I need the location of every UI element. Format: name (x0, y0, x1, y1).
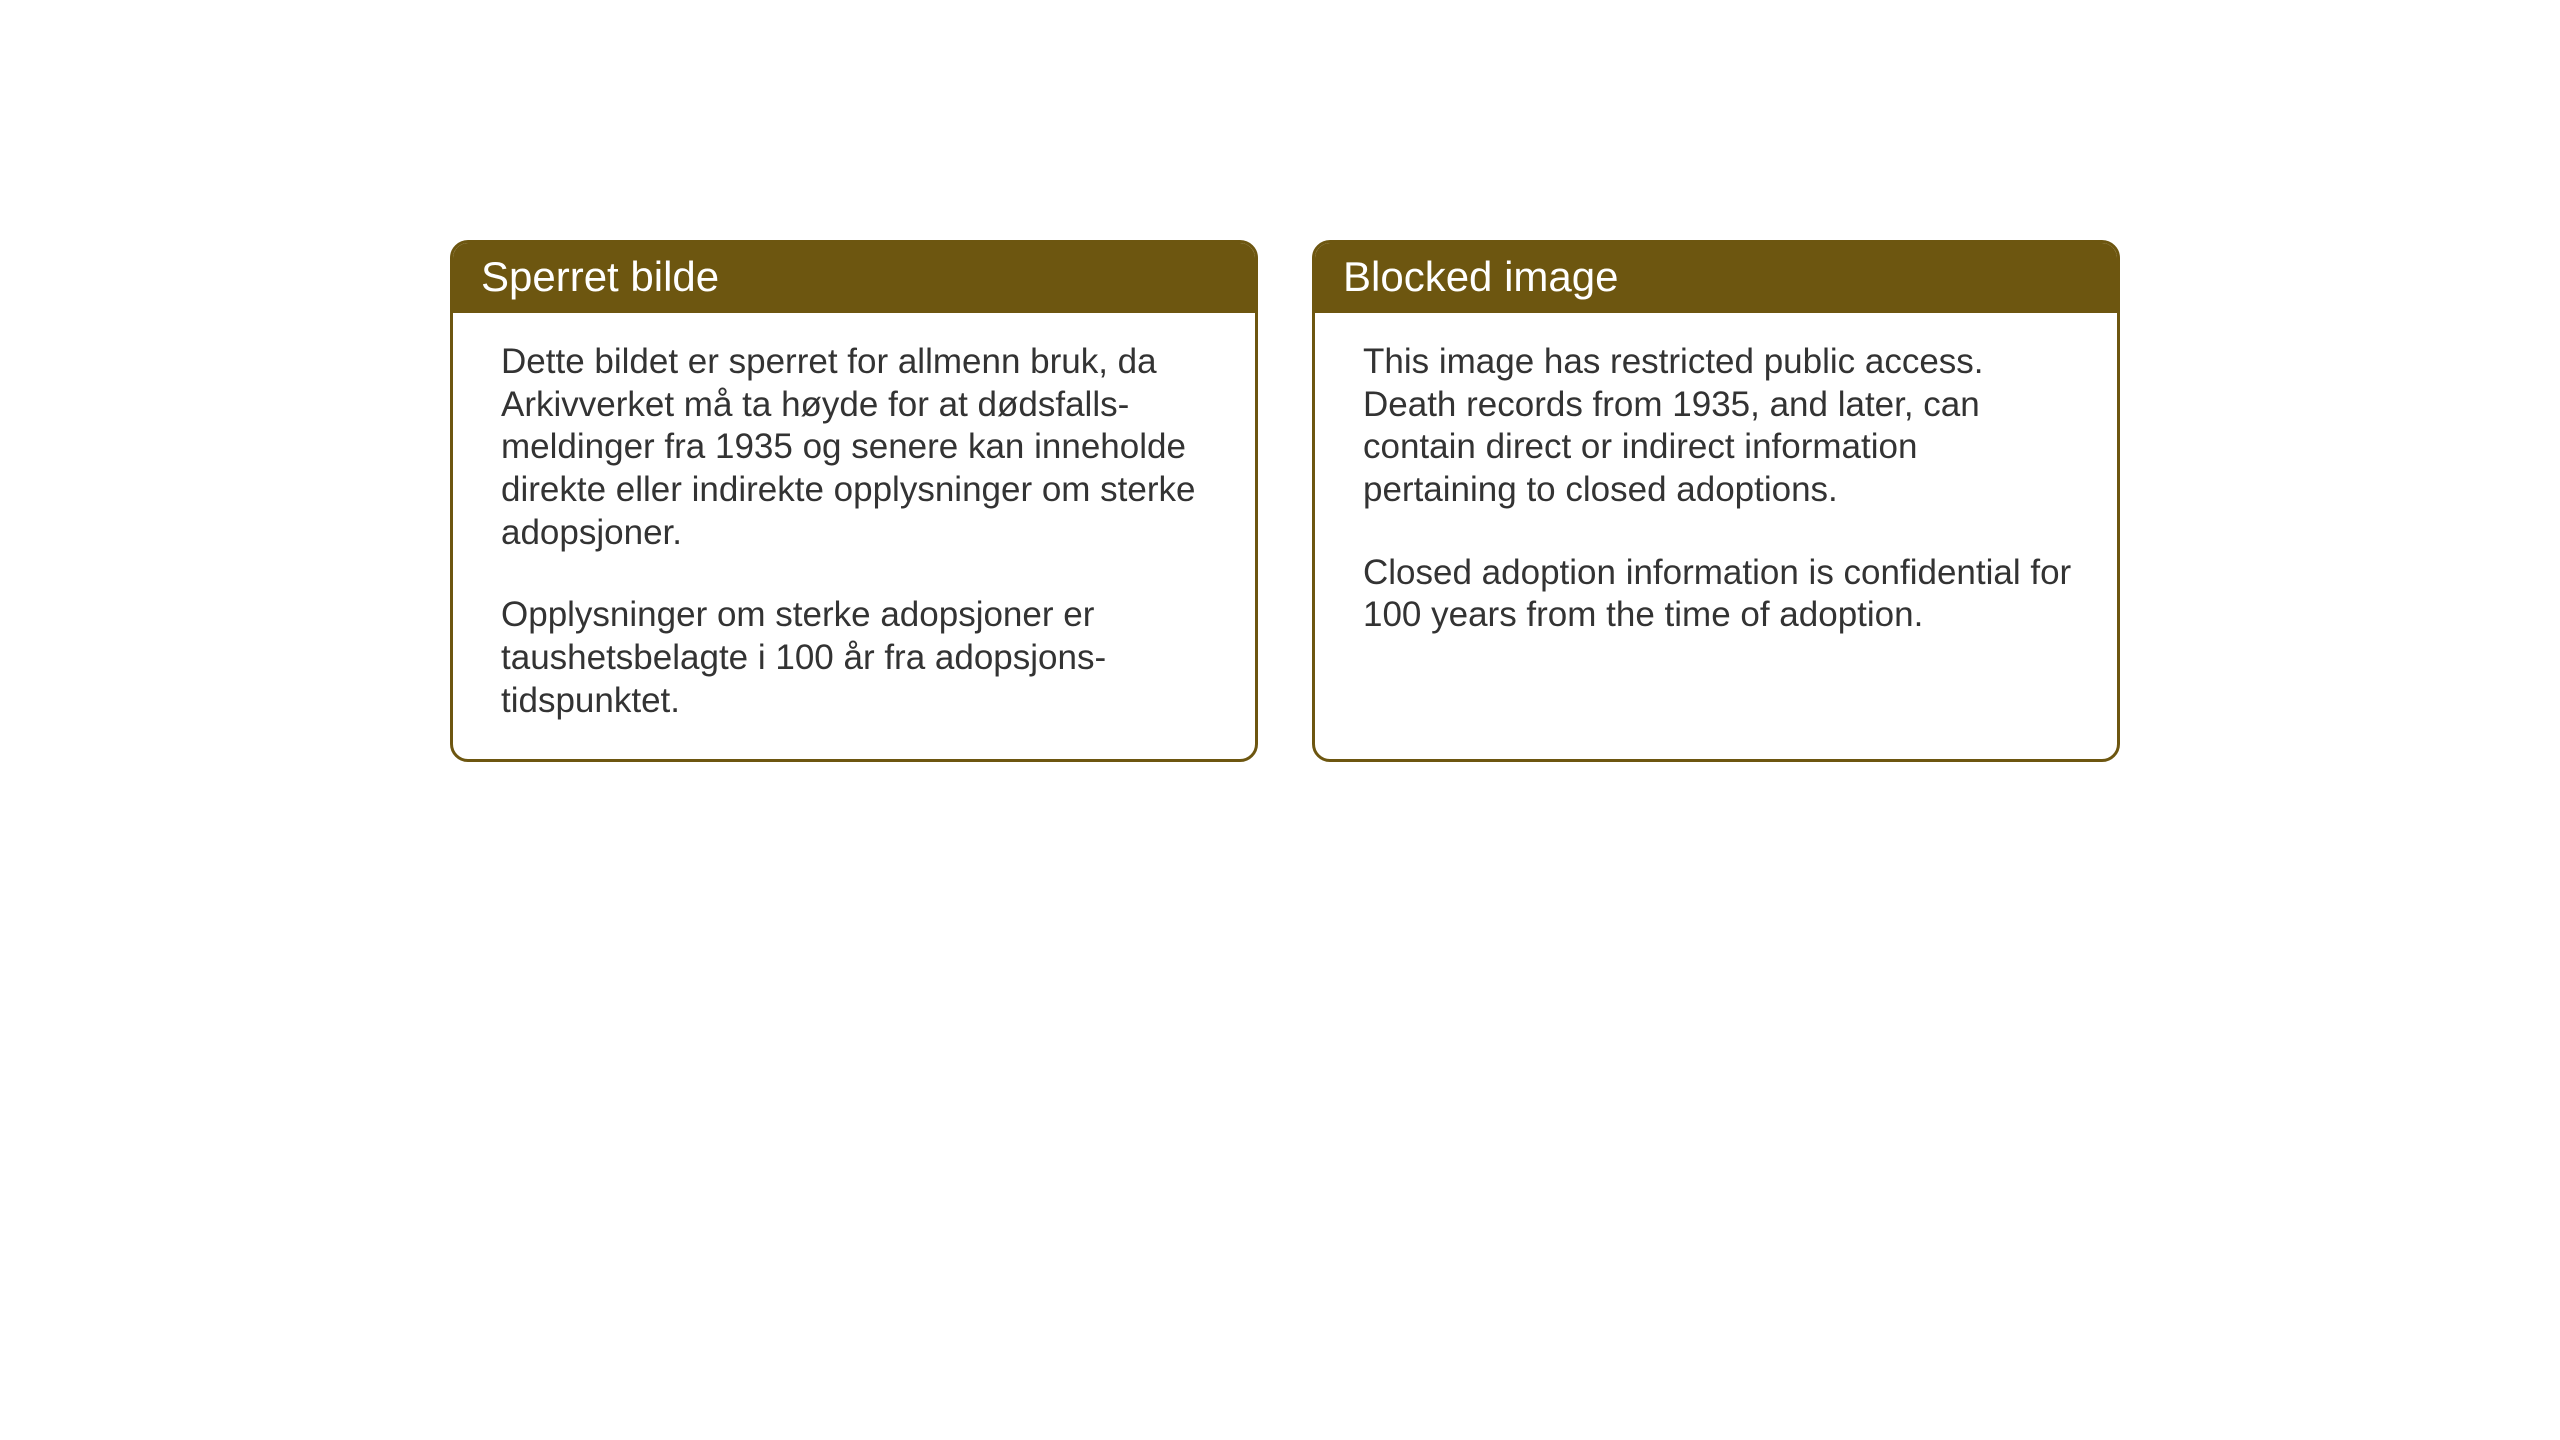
card-paragraph: This image has restricted public access.… (1363, 341, 2077, 512)
card-body-english: This image has restricted public access.… (1315, 313, 2117, 673)
card-header-norwegian: Sperret bilde (453, 243, 1255, 313)
card-paragraph: Dette bildet er sperret for allmenn bruk… (501, 341, 1215, 554)
card-title: Sperret bilde (481, 253, 719, 300)
card-header-english: Blocked image (1315, 243, 2117, 313)
card-body-norwegian: Dette bildet er sperret for allmenn bruk… (453, 313, 1255, 759)
notice-card-english: Blocked image This image has restricted … (1312, 240, 2120, 762)
card-paragraph: Opplysninger om sterke adopsjoner er tau… (501, 594, 1215, 722)
card-paragraph: Closed adoption information is confident… (1363, 552, 2077, 637)
card-title: Blocked image (1343, 253, 1618, 300)
notice-card-norwegian: Sperret bilde Dette bildet er sperret fo… (450, 240, 1258, 762)
notice-container: Sperret bilde Dette bildet er sperret fo… (450, 240, 2120, 762)
